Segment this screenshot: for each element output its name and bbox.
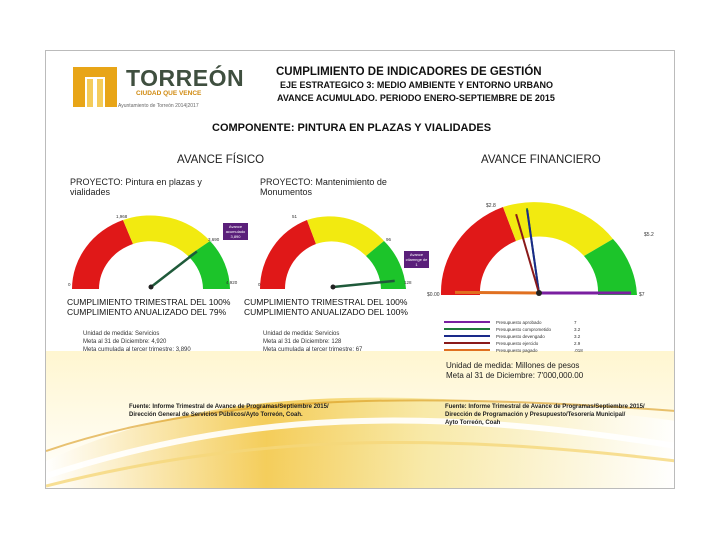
project2-needle: [332, 279, 395, 289]
financial-max-label: $7: [639, 292, 645, 298]
legend-value: 3.2: [574, 326, 581, 332]
project1-mid-label: 3,690: [208, 237, 220, 242]
period: AVANCE ACUMULADO. PERIODO ENERO-SEPTIEMB…: [277, 93, 555, 103]
source-left-1: Fuente: Informe Trimestral de Avance de …: [129, 404, 329, 410]
legend-label: Presupuesto ejercido: [496, 340, 539, 346]
legend-label: Presupuesto devengado: [496, 333, 545, 339]
project1-callout: Avance acumulado 3,890: [223, 223, 248, 240]
legend-label: Presupuesto aprobado: [496, 319, 542, 325]
legend-swatch: [444, 348, 490, 352]
project2-unit: Unidad de medida: Servicios: [263, 331, 340, 337]
project1-cumpl-anual: CUMPLIMIENTO ANUALIZADO DEL 79%: [67, 307, 227, 317]
legend-swatch: [444, 327, 490, 331]
legend-swatch: [444, 334, 490, 338]
legend-value: 2.9: [574, 340, 581, 346]
admin-label: Ayuntamiento de Torreón 2014|2017: [118, 103, 199, 109]
project2-cumpl-trim: CUMPLIMIENTO TRIMESTRAL DEL 100%: [244, 297, 408, 307]
financial-needle: [454, 290, 540, 295]
legend-item: Presupuesto comprometido 3.2: [444, 326, 580, 332]
legend-label: Presupuesto pagado: [496, 347, 538, 353]
legend-value: 3.2: [574, 333, 581, 339]
financial-goal: Meta al 31 de Diciembre: 7'000,000.00: [446, 371, 584, 380]
project2-accum: Meta cumulada al tercer trimestre: 67: [263, 347, 363, 353]
torreon-logo-icon: [73, 67, 117, 107]
project2-left-label: 51: [292, 214, 298, 219]
financial-needle: [515, 213, 540, 294]
source-right-1: Fuente: Informe Trimestral de Avance de …: [445, 404, 645, 410]
legend-label: Presupuesto comprometido: [496, 326, 552, 332]
project2-gauge: [260, 216, 406, 290]
legend-item: Presupuesto pagado .018: [444, 347, 583, 353]
project1-left-label: 1,968: [116, 214, 128, 219]
project2-callout: Avance ctiamnge de 1: [404, 251, 429, 268]
page-title: CUMPLIMIENTO DE INDICADORES DE GESTIÓN: [276, 66, 542, 78]
physical-section-title: AVANCE FÍSICO: [177, 154, 265, 166]
legend-item: Presupuesto aprobado 7: [444, 319, 577, 325]
financial-right-label: $5.2: [644, 232, 654, 238]
slide: TORREÓN CIUDAD QUE VENCE Ayuntamiento de…: [45, 50, 675, 489]
source-right-2: Dirección de Programación y Presupuesto/…: [445, 412, 626, 418]
legend-swatch: [444, 320, 490, 324]
decorative-wave: [46, 351, 674, 488]
brand-tagline: CIUDAD QUE VENCE: [136, 90, 202, 97]
project2-cumpl-anual: CUMPLIMIENTO ANUALIZADO DEL 100%: [244, 307, 408, 317]
project1-goal: Meta al 31 de Diciembre: 4,920: [83, 339, 167, 345]
project1-title: PROYECTO: Pintura en plazas y vialidades: [70, 177, 202, 197]
project2-min-label: 0: [258, 282, 261, 287]
component-title: COMPONENTE: PINTURA EN PLAZAS Y VIALIDAD…: [212, 122, 492, 134]
financial-section-title: AVANCE FINANCIERO: [481, 154, 601, 166]
source-right-3: Ayto Torreón, Coah: [445, 420, 501, 426]
legend-swatch: [444, 341, 490, 345]
financial-gauge: [440, 202, 637, 296]
legend-item: Presupuesto devengado 3.2: [444, 333, 580, 339]
financial-min-label: $0.00: [427, 292, 440, 298]
source-left-2: Dirección General de Servicios Públicos/…: [129, 412, 303, 418]
project2-title: PROYECTO: Mantenimiento de Monumentos: [260, 177, 387, 197]
brand-name: TORREÓN: [126, 65, 245, 91]
project2-mid-label: 96: [386, 237, 392, 242]
project2-goal: Meta al 31 de Diciembre: 128: [263, 339, 342, 345]
project1-cumpl-trim: CUMPLIMIENTO TRIMESTRAL DEL 100%: [67, 297, 231, 307]
project1-unit: Unidad de medida: Servicios: [83, 331, 160, 337]
project2-max-label: 128: [404, 280, 412, 285]
legend-value: .018: [574, 347, 583, 353]
financial-needles: [454, 208, 631, 295]
financial-legend: Presupuesto aprobado 7 Presupuesto compro…: [444, 319, 644, 359]
project1-gauge: [72, 215, 230, 290]
project1-max-label: 4,920: [226, 280, 238, 285]
financial-unit: Unidad de medida: Millones de pesos: [446, 361, 580, 370]
project1-min-label: 0: [68, 282, 71, 287]
strategic-axis: EJE ESTRATEGICO 3: MEDIO AMBIENTE Y ENTO…: [280, 80, 554, 90]
legend-item: Presupuesto ejercido 2.9: [444, 340, 580, 346]
legend-value: 7: [574, 319, 577, 325]
financial-needle: [526, 210, 540, 294]
financial-left-label: $2.8: [486, 203, 496, 209]
project1-needle: [150, 250, 198, 288]
project1-accum: Meta cumulada al tercer trimestre: 3,890: [83, 347, 191, 353]
